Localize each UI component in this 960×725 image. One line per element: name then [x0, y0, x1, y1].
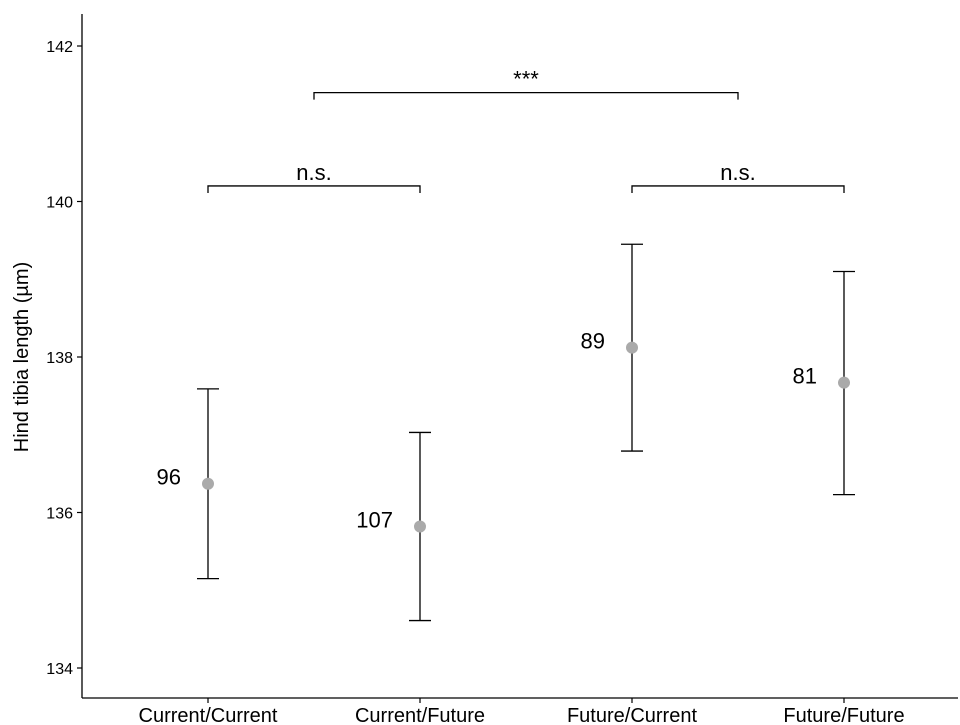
significance-bracket	[631, 185, 845, 193]
axes	[81, 14, 958, 699]
x-tick-label: Current/Future	[355, 705, 485, 725]
y-tick-label: 138	[46, 350, 73, 367]
x-ticks: Current/Current Current/Future Future/Curr…	[139, 698, 905, 725]
x-tick-label: Current/Current	[139, 705, 278, 725]
mean-point	[626, 341, 638, 354]
y-ticks: 134 136 138 140 142	[46, 39, 82, 678]
y-tick-label: 142	[46, 39, 73, 56]
significance-label: n.s.	[720, 160, 755, 185]
error-bars	[197, 243, 855, 622]
x-tick-label: Future/Future	[783, 705, 904, 725]
sample-size-labels: 96 107 89 81	[157, 329, 817, 533]
points	[202, 341, 850, 533]
sample-size-label: 96	[157, 465, 181, 490]
significance-brackets: n.s. n.s. ***	[207, 67, 845, 193]
x-tick-label: Future/Current	[567, 705, 697, 725]
significance-label: n.s.	[296, 160, 331, 185]
y-tick-label: 140	[46, 195, 73, 212]
y-axis-title: Hind tibia length (µm)	[11, 262, 33, 453]
mean-point	[202, 477, 214, 490]
significance-bracket	[207, 185, 421, 193]
significance-label: ***	[513, 67, 539, 92]
sample-size-label: 89	[581, 329, 605, 354]
sample-size-label: 107	[356, 507, 393, 532]
mean-point	[414, 520, 426, 533]
y-tick-label: 136	[46, 506, 73, 523]
mean-point	[838, 376, 850, 389]
sample-size-label: 81	[793, 364, 817, 389]
y-tick-label: 134	[46, 661, 73, 678]
significance-bracket	[313, 92, 739, 100]
